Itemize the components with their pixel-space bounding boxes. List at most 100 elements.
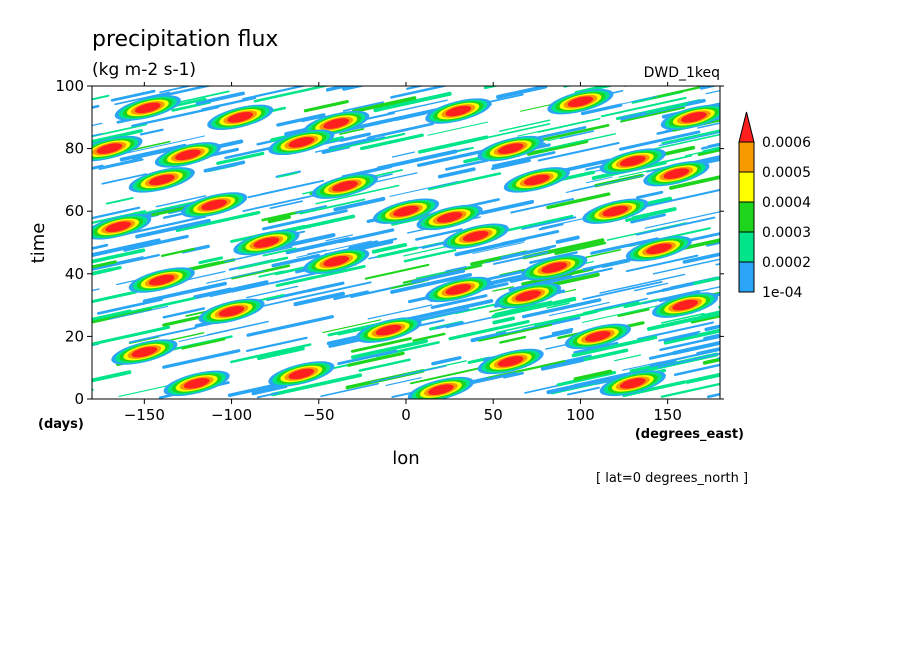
precip-patch-level-5 xyxy=(148,174,175,186)
field-streak xyxy=(230,343,312,364)
field-streak xyxy=(92,243,109,250)
precip-patch-level-5 xyxy=(393,205,419,217)
field-streak xyxy=(347,351,405,367)
precip-patch-level-5 xyxy=(428,384,454,395)
field-streak xyxy=(295,205,328,214)
field-streak xyxy=(629,365,653,373)
field-streak xyxy=(537,117,601,133)
field-streak xyxy=(366,122,434,140)
field-streak xyxy=(277,172,298,178)
field-streak xyxy=(705,89,720,95)
field-streak xyxy=(662,154,693,163)
x-tick-label: 100 xyxy=(566,406,595,424)
field-streak xyxy=(306,249,327,255)
field-streak xyxy=(329,132,406,152)
field-streak xyxy=(528,275,562,286)
field-streak xyxy=(110,89,156,102)
field-streak xyxy=(266,282,341,302)
precip-patch-level-5 xyxy=(436,212,463,223)
field-streak xyxy=(636,190,664,200)
colorbar-segment xyxy=(738,201,755,233)
field-streak xyxy=(342,101,384,112)
field-streak xyxy=(493,251,549,265)
field-streak xyxy=(92,290,138,304)
field-streak xyxy=(395,113,427,121)
field-streak xyxy=(246,285,299,299)
field-streak xyxy=(502,371,524,379)
field-streak xyxy=(92,164,104,170)
precip-patch-level-5 xyxy=(175,149,201,161)
precip-patch-level-5 xyxy=(515,290,541,302)
field-streak xyxy=(661,312,705,324)
field-streak xyxy=(582,302,671,323)
field-streak xyxy=(285,237,351,255)
field-streak xyxy=(454,237,526,257)
field-streak xyxy=(339,132,371,142)
field-streak xyxy=(485,248,551,264)
precip-patch-level-5 xyxy=(253,237,280,248)
field-streak xyxy=(625,254,699,273)
field-streak xyxy=(339,128,365,135)
latitude-footnote: [ lat=0 degrees_north ] xyxy=(596,471,748,486)
field-streak xyxy=(492,286,514,292)
field-streak xyxy=(412,332,446,342)
field-streak xyxy=(409,367,480,385)
field-streak xyxy=(590,237,659,255)
field-streak xyxy=(614,354,642,362)
field-streak xyxy=(700,310,720,316)
x-axis-label: lon xyxy=(392,448,419,469)
field-streak xyxy=(697,148,720,156)
field-streak xyxy=(206,320,269,336)
field-streak xyxy=(427,172,502,191)
precip-patch-level-5 xyxy=(672,299,698,311)
colorbar-segment xyxy=(738,231,755,263)
field-streak xyxy=(538,223,564,231)
field-streak xyxy=(717,356,720,360)
field-streak xyxy=(704,324,720,332)
field-streak xyxy=(92,267,114,276)
precip-patch-level-5 xyxy=(105,221,132,233)
field-streak xyxy=(129,326,197,344)
field-streak xyxy=(494,300,553,316)
field-streak xyxy=(705,240,720,247)
field-streak xyxy=(181,337,226,350)
field-streak xyxy=(389,180,459,197)
field-streak xyxy=(333,290,369,301)
field-streak xyxy=(625,214,650,222)
field-streak xyxy=(370,365,447,384)
field-streak xyxy=(322,319,382,334)
field-streak xyxy=(142,281,227,304)
y-tick-label: 100 xyxy=(55,77,84,95)
field-streak xyxy=(732,344,812,362)
field-streak xyxy=(245,336,308,353)
precip-patch-level-5 xyxy=(462,230,489,242)
field-streak xyxy=(571,335,658,358)
field-streak xyxy=(760,390,791,397)
field-streak xyxy=(555,235,580,244)
field-streak xyxy=(652,133,720,151)
field-streak xyxy=(594,297,648,311)
field-streak xyxy=(290,281,372,301)
field-streak xyxy=(546,192,611,210)
precip-patch-level-5 xyxy=(134,102,161,114)
field-streak xyxy=(251,384,288,396)
field-streak xyxy=(92,309,132,322)
field-streak xyxy=(415,228,463,241)
field-streak xyxy=(267,214,291,224)
field-streak xyxy=(622,361,661,371)
field-streak xyxy=(348,240,379,250)
field-streak xyxy=(430,294,488,309)
field-streak xyxy=(416,147,493,167)
field-streak xyxy=(360,133,424,151)
field-streak xyxy=(296,240,372,258)
field-streak xyxy=(620,106,686,123)
field-streak xyxy=(752,212,804,223)
field-streak xyxy=(242,86,308,101)
field-streak xyxy=(404,299,494,322)
field-streak xyxy=(159,86,193,94)
field-streak xyxy=(325,234,354,242)
field-streak xyxy=(315,136,386,153)
field-streak xyxy=(367,304,433,320)
field-streak xyxy=(114,91,171,106)
